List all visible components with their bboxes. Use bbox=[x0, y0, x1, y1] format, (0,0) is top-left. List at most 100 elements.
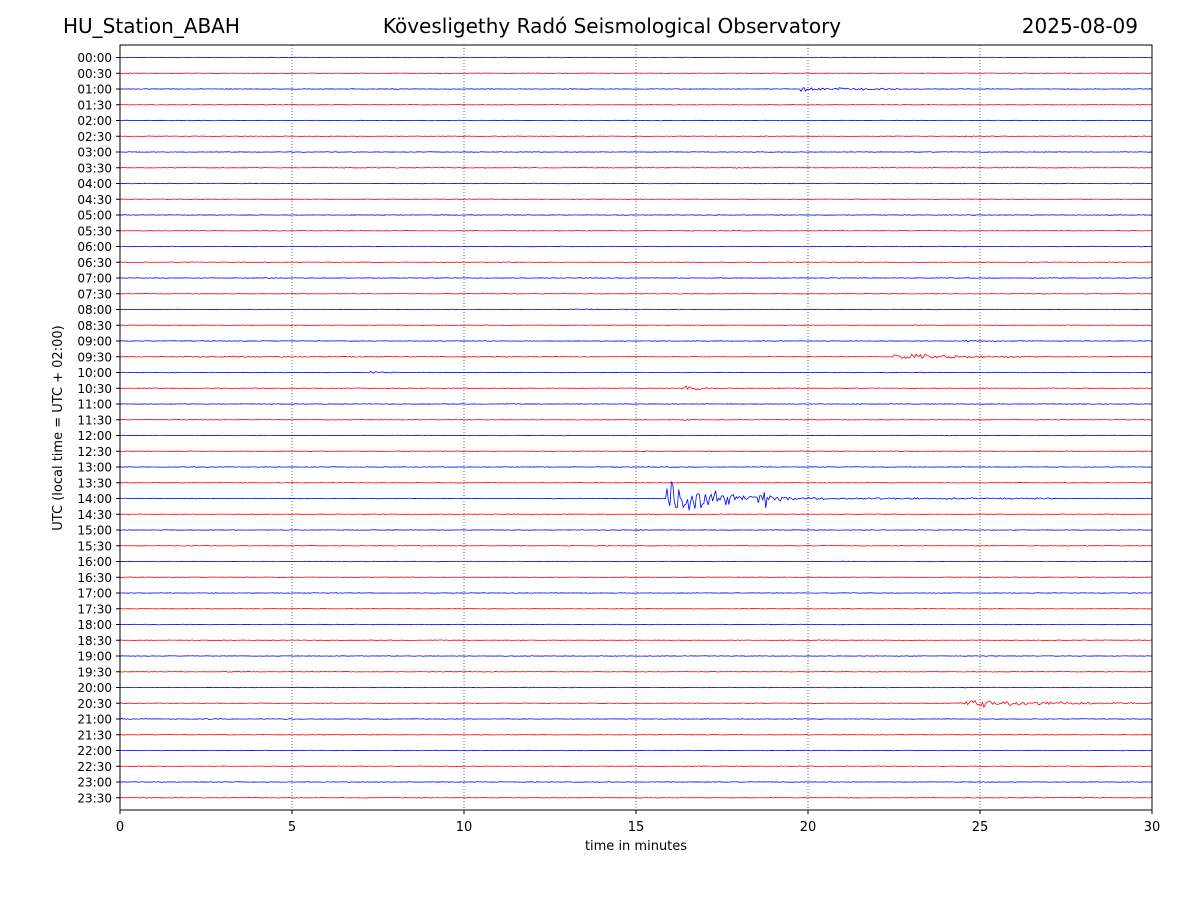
y-tick-label: 07:00 bbox=[77, 272, 112, 286]
trace-0600 bbox=[119, 245, 1153, 248]
trace-0000 bbox=[119, 56, 1153, 59]
y-tick-label: 03:00 bbox=[77, 146, 112, 160]
y-tick-label: 11:30 bbox=[77, 413, 112, 427]
x-tick-label: 20 bbox=[800, 820, 817, 835]
trace-2000 bbox=[119, 686, 1153, 689]
trace-1700 bbox=[119, 592, 1153, 594]
trace-0930 bbox=[119, 353, 1153, 360]
chart-date: 2025-08-09 bbox=[1021, 14, 1138, 38]
y-tick-label: 22:30 bbox=[77, 760, 112, 774]
y-tick-label: 18:00 bbox=[77, 618, 112, 632]
x-tick-label: 5 bbox=[288, 820, 296, 835]
y-tick-label: 14:30 bbox=[77, 508, 112, 522]
trace-1500 bbox=[119, 529, 1153, 531]
trace-0230 bbox=[120, 135, 1153, 138]
trace-1200 bbox=[119, 434, 1153, 437]
trace-1430 bbox=[119, 513, 1153, 516]
y-tick-label: 05:30 bbox=[77, 224, 112, 238]
y-tick-label: 05:00 bbox=[77, 209, 112, 223]
trace-1630 bbox=[119, 576, 1153, 579]
y-tick-label: 17:30 bbox=[77, 602, 112, 616]
y-tick-label: 15:30 bbox=[77, 539, 112, 553]
trace-2300 bbox=[119, 781, 1153, 783]
trace-0200 bbox=[119, 119, 1153, 122]
trace-0300 bbox=[119, 151, 1153, 153]
y-tick-label: 03:30 bbox=[77, 161, 112, 175]
y-tick-label: 19:30 bbox=[77, 665, 112, 679]
trace-1530 bbox=[119, 544, 1153, 547]
trace-0100 bbox=[119, 87, 1153, 93]
y-tick-label: 11:00 bbox=[77, 398, 112, 412]
trace-0500 bbox=[119, 214, 1153, 216]
trace-1000 bbox=[119, 370, 1153, 374]
y-tick-label: 22:00 bbox=[77, 744, 112, 758]
y-tick-label: 14:00 bbox=[77, 492, 112, 506]
y-tick-label: 10:30 bbox=[77, 382, 112, 396]
x-tick-label: 15 bbox=[628, 820, 645, 835]
y-tick-label: 04:00 bbox=[77, 177, 112, 191]
y-tick-label: 20:00 bbox=[77, 681, 112, 695]
chart-title: Kövesligethy Radó Seismological Observat… bbox=[382, 14, 842, 38]
y-tick-label: 21:30 bbox=[77, 728, 112, 742]
trace-2230 bbox=[119, 765, 1153, 768]
trace-0130 bbox=[119, 103, 1153, 106]
y-tick-label: 17:00 bbox=[77, 587, 112, 601]
x-tick-label: 0 bbox=[116, 820, 124, 835]
trace-1300 bbox=[119, 466, 1153, 468]
trace-1830 bbox=[119, 639, 1153, 642]
trace-2130 bbox=[119, 733, 1153, 736]
y-tick-label: 23:00 bbox=[77, 776, 112, 790]
y-tick-label: 10:00 bbox=[77, 366, 112, 380]
trace-2100 bbox=[119, 717, 1153, 720]
y-tick-label: 20:30 bbox=[77, 697, 112, 711]
y-tick-label: 01:30 bbox=[77, 98, 112, 112]
trace-1930 bbox=[119, 670, 1153, 673]
y-tick-label: 06:30 bbox=[77, 256, 112, 270]
y-tick-label: 09:30 bbox=[77, 350, 112, 364]
y-tick-label: 07:30 bbox=[77, 287, 112, 301]
trace-2030 bbox=[119, 700, 1153, 709]
trace-0730 bbox=[119, 292, 1153, 295]
trace-0330 bbox=[119, 166, 1153, 169]
y-tick-label: 02:30 bbox=[77, 130, 112, 144]
x-tick-label: 25 bbox=[972, 820, 989, 835]
y-tick-label: 08:00 bbox=[77, 303, 112, 317]
trace-2330 bbox=[119, 796, 1153, 799]
trace-1800 bbox=[119, 623, 1153, 626]
y-tick-label: 16:00 bbox=[77, 555, 112, 569]
trace-1900 bbox=[119, 655, 1153, 657]
y-axis-label: UTC (local time = UTC + 02:00) bbox=[51, 325, 66, 530]
trace-0630 bbox=[119, 261, 1153, 264]
trace-1730 bbox=[119, 607, 1153, 610]
y-tick-label: 06:00 bbox=[77, 240, 112, 254]
y-tick-label: 13:30 bbox=[77, 476, 112, 490]
trace-0700 bbox=[119, 277, 1153, 279]
trace-0830 bbox=[119, 324, 1153, 327]
trace-0430 bbox=[119, 198, 1153, 201]
x-tick-label: 10 bbox=[456, 820, 473, 835]
trace-1600 bbox=[119, 560, 1153, 563]
x-axis: 0 5 10 15 20 25 30 bbox=[116, 810, 1160, 835]
y-tick-label: 13:00 bbox=[77, 461, 112, 475]
trace-1400 bbox=[119, 481, 1153, 511]
trace-0030 bbox=[119, 72, 1153, 75]
y-tick-label: 02:00 bbox=[77, 114, 112, 128]
y-tick-label: 08:30 bbox=[77, 319, 112, 333]
trace-1230 bbox=[119, 450, 1153, 453]
grid-lines bbox=[291, 45, 981, 810]
trace-group bbox=[119, 56, 1153, 799]
trace-1330 bbox=[119, 481, 1153, 484]
trace-1130 bbox=[119, 418, 1153, 421]
trace-1030 bbox=[119, 385, 1153, 391]
y-tick-label: 01:00 bbox=[77, 83, 112, 97]
y-tick-label: 19:00 bbox=[77, 650, 112, 664]
trace-1100 bbox=[119, 403, 1153, 405]
trace-0900 bbox=[119, 339, 1153, 343]
trace-2200 bbox=[119, 749, 1153, 752]
y-tick-label: 12:30 bbox=[77, 445, 112, 459]
y-tick-label: 12:00 bbox=[77, 429, 112, 443]
trace-0530 bbox=[119, 229, 1153, 232]
y-tick-label: 18:30 bbox=[77, 634, 112, 648]
